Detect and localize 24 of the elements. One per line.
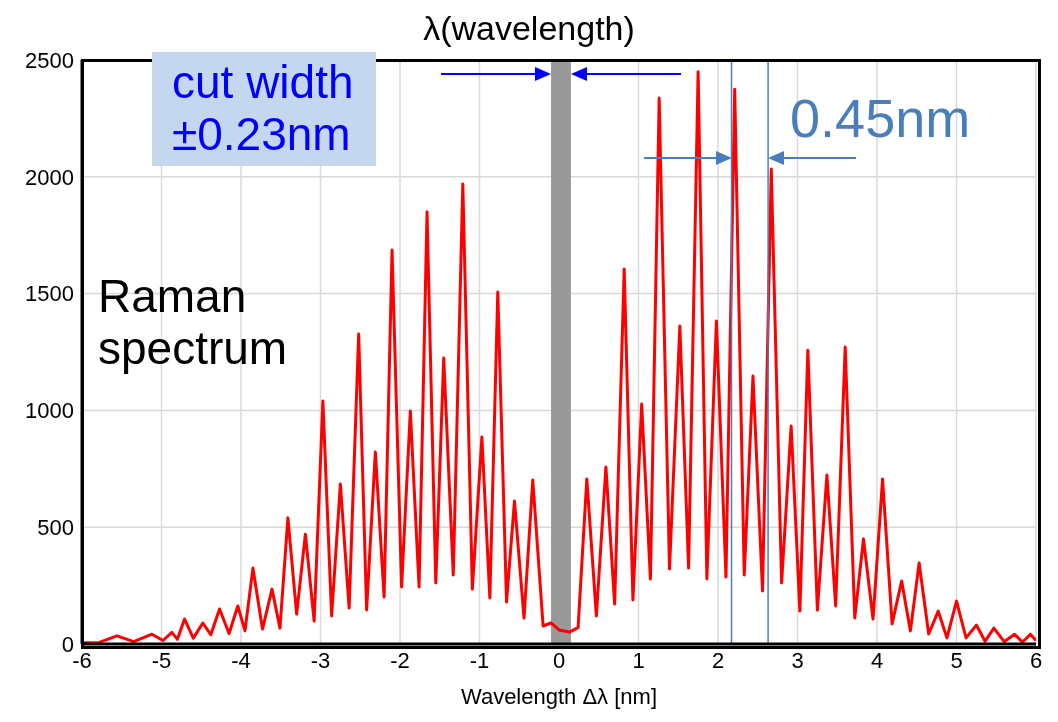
x-axis-title: Wavelength Δλ [nm] <box>460 684 658 709</box>
x-tick-label: -3 <box>310 647 331 673</box>
x-tick-label: -5 <box>151 647 172 673</box>
x-tick-label: 2 <box>711 647 725 673</box>
x-tick-label: 0 <box>552 647 566 673</box>
y-tick-label: 1000 <box>25 398 74 424</box>
annotation: cut width ±0.23nm <box>152 52 376 166</box>
annotation: Raman spectrum <box>98 270 288 375</box>
x-tick-label: -4 <box>231 647 251 673</box>
y-tick-label: 500 <box>37 515 74 541</box>
x-tick-label: -6 <box>72 647 92 673</box>
chart-title: λ(wavelength) <box>422 8 636 48</box>
x-tick-label: 6 <box>1029 647 1043 673</box>
x-tick-label: 1 <box>632 647 645 673</box>
x-tick-label: 5 <box>950 647 963 673</box>
y-tick-label: 0 <box>61 631 74 657</box>
x-tick-label: -2 <box>390 647 410 673</box>
x-tick-label: 4 <box>870 647 884 673</box>
annotation: 0.45nm <box>790 88 971 149</box>
y-tick-label: 2500 <box>25 47 74 73</box>
x-tick-label: -1 <box>469 647 490 673</box>
x-tick-label: 3 <box>791 647 804 673</box>
y-tick-label: 2000 <box>25 164 74 190</box>
y-tick-label: 1500 <box>25 281 74 307</box>
